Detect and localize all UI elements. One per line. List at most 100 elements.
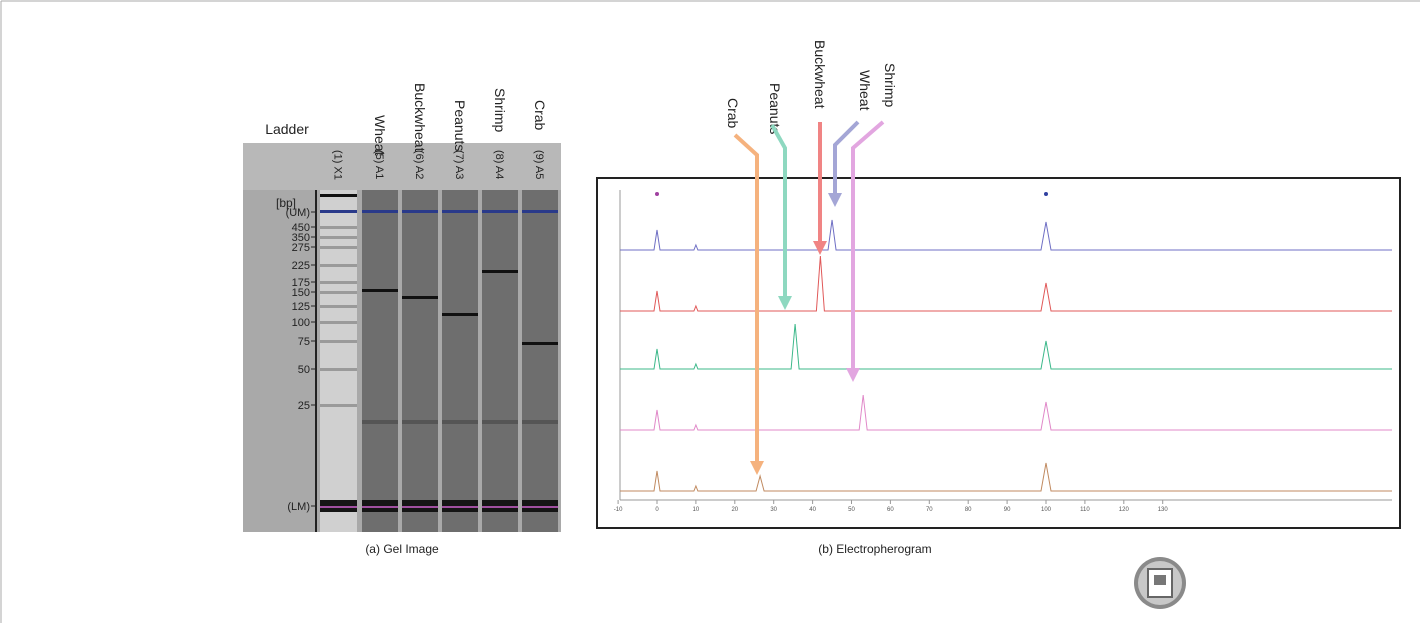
gel-image: [bp] (1) X1 (5) A1 (6) A2 (7) A3 (8) A4 (9) A…	[243, 143, 561, 532]
lane-id: (6) A2	[413, 150, 425, 179]
arrow-line	[770, 124, 787, 298]
ladder-band	[320, 404, 357, 407]
lower-marker-line	[442, 506, 478, 508]
ladder-band	[320, 321, 357, 324]
x-tick-label: 130	[1158, 507, 1169, 513]
ladder-band	[320, 246, 357, 249]
lane	[320, 190, 357, 532]
x-tick-label: 10	[693, 507, 700, 513]
lane-name: Wheat	[372, 115, 388, 156]
lane	[482, 190, 518, 532]
band	[320, 194, 357, 197]
arrow-line	[733, 133, 759, 463]
lane-id: (8) A4	[493, 150, 505, 179]
size-label: 275	[292, 242, 310, 254]
x-tick-label: 110	[1080, 507, 1090, 513]
unit-label: [bp]	[276, 196, 296, 210]
lane	[522, 190, 558, 532]
x-tick-label: -10	[614, 507, 623, 513]
trace	[620, 462, 1392, 492]
size-label: (UM)	[286, 207, 310, 219]
lane-name: Shrimp	[492, 88, 508, 133]
arrow-line	[851, 120, 885, 370]
size-label: 100	[292, 317, 310, 329]
lane-name: Peanuts	[452, 100, 468, 151]
trace	[620, 394, 1392, 431]
size-label: 125	[292, 301, 310, 313]
gel-header	[243, 143, 561, 190]
band	[362, 289, 398, 292]
size-label: 175	[292, 277, 310, 289]
lower-marker-line	[402, 506, 438, 508]
ladder-band	[320, 226, 357, 229]
size-label: 25	[298, 400, 310, 412]
arrow-head	[750, 461, 764, 475]
size-label: 225	[292, 260, 310, 272]
lane-name: Buckwheat	[412, 83, 428, 152]
upper-marker-band	[362, 210, 398, 213]
lane	[362, 190, 398, 532]
faint-band	[362, 420, 398, 424]
faint-band	[442, 420, 478, 424]
arrow-line	[833, 120, 860, 195]
lane-id: (1) X1	[332, 150, 344, 180]
lower-marker-line	[482, 506, 518, 508]
x-tick-label: 20	[731, 507, 738, 513]
arrow-head	[778, 296, 792, 310]
band	[402, 296, 438, 299]
ladder-band	[320, 368, 357, 371]
trace-label: Wheat	[857, 70, 873, 111]
ladder-band	[320, 340, 357, 343]
caption: (b) Electropherogram	[818, 542, 931, 556]
lane-id: (5) A1	[373, 150, 385, 179]
caption: (a) Gel Image	[365, 542, 439, 556]
x-tick-label: 30	[770, 507, 777, 513]
band	[522, 342, 558, 345]
upper-marker-band	[482, 210, 518, 213]
upper-marker-band	[442, 210, 478, 213]
x-tick-label: 80	[965, 507, 972, 513]
upper-marker-band	[402, 210, 438, 213]
lane	[442, 190, 478, 532]
size-label: 450	[292, 222, 310, 234]
lane	[402, 190, 438, 532]
marker-dot	[655, 192, 659, 196]
ladder-band	[320, 305, 357, 308]
x-tick-label: 100	[1041, 507, 1052, 513]
x-tick-label: 120	[1119, 507, 1130, 513]
ladder-band	[320, 264, 357, 267]
upper-marker-band	[320, 210, 357, 213]
size-label: 350	[292, 232, 310, 244]
arrow-head	[813, 241, 827, 255]
trace-label: Shrimp	[882, 63, 898, 108]
faint-band	[522, 420, 558, 424]
x-tick-label: 60	[887, 507, 894, 513]
ladder-band	[320, 236, 357, 239]
size-label: 75	[298, 336, 310, 348]
faint-band	[482, 420, 518, 424]
marker-dot	[1044, 192, 1048, 196]
band	[442, 313, 478, 316]
faint-band	[402, 420, 438, 424]
ladder-band	[320, 281, 357, 284]
lane-name: Crab	[532, 100, 548, 131]
x-tick-label: 0	[655, 507, 659, 513]
lower-marker-line	[362, 506, 398, 508]
lower-marker-line	[522, 506, 558, 508]
trace	[620, 323, 1392, 370]
trace-label: Buckwheat	[812, 40, 828, 109]
x-tick-label: 70	[926, 507, 933, 513]
x-tick-label: 90	[1004, 507, 1011, 513]
size-label: (LM)	[287, 501, 310, 513]
lower-marker-line	[320, 506, 357, 508]
plot-frame	[596, 177, 1401, 529]
electropherogram: -10 0 10 20 30 40 50 60 70 80 90 100 110 120 130	[596, 177, 1401, 529]
lane-id: (7) A3	[453, 150, 465, 179]
upper-marker-band	[522, 210, 558, 213]
lane-name: Ladder	[265, 121, 309, 137]
size-label: 50	[298, 364, 310, 376]
arrow-head	[828, 193, 842, 207]
size-label: 150	[292, 287, 310, 299]
x-tick-label: 50	[848, 507, 855, 513]
